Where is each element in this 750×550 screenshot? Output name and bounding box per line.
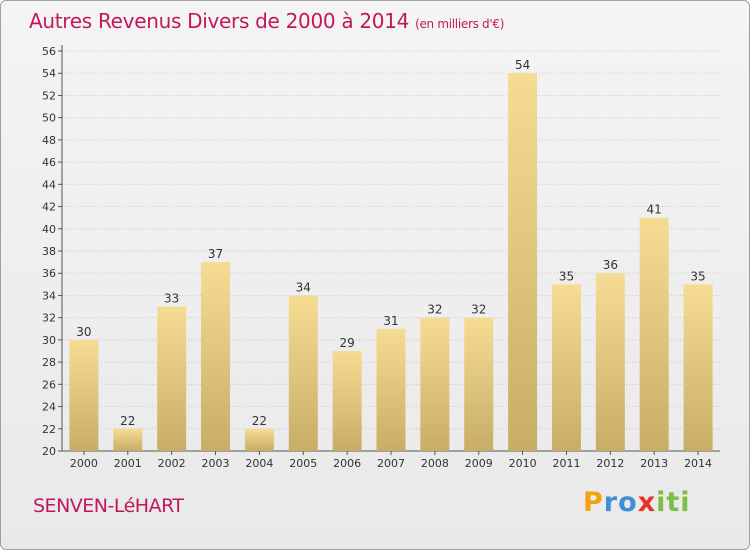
x-tick-label: 2007 xyxy=(377,457,405,470)
data-label: 33 xyxy=(164,292,179,306)
y-tick-label: 20 xyxy=(42,445,56,458)
x-tick-label: 2012 xyxy=(596,457,624,470)
label-layer: 30 22 33 37 22 34 29 31 32 32 54 35 36 41 35 xyxy=(76,58,705,428)
chart-subtitle: (en milliers d'€) xyxy=(415,17,505,31)
data-label: 36 xyxy=(603,258,618,272)
bar-2012 xyxy=(595,273,625,451)
x-tick-label: 2011 xyxy=(552,457,580,470)
y-tick-label: 32 xyxy=(42,312,56,325)
y-tick-label: 30 xyxy=(42,334,56,347)
data-label: 37 xyxy=(208,247,223,261)
y-tick-label: 42 xyxy=(42,201,56,214)
chart-title-text: Autres Revenus Divers de 2000 à 2014 xyxy=(29,9,410,33)
x-tick-label: 2013 xyxy=(640,457,668,470)
y-tick-label: 52 xyxy=(42,89,56,102)
bar-2013 xyxy=(639,217,669,451)
bar-2008 xyxy=(420,317,450,451)
x-tick-label: 2004 xyxy=(245,457,273,470)
y-tick-label: 36 xyxy=(42,267,56,280)
logo-letter: i xyxy=(656,487,667,518)
data-label: 32 xyxy=(427,303,442,317)
x-tick-label: 2014 xyxy=(684,457,712,470)
y-tick-label: 50 xyxy=(42,112,56,125)
data-label: 54 xyxy=(515,58,530,72)
bar-layer xyxy=(69,73,713,451)
y-tick-label: 34 xyxy=(42,289,56,302)
logo-letter: P xyxy=(583,487,604,518)
data-label: 29 xyxy=(339,336,354,350)
data-label: 35 xyxy=(690,269,705,283)
x-tick-label: 2009 xyxy=(465,457,493,470)
data-label: 34 xyxy=(296,280,311,294)
data-label: 30 xyxy=(76,325,91,339)
bar-2004 xyxy=(244,428,274,451)
x-tick-label: 2005 xyxy=(289,457,317,470)
axis-layer: 20 22 24 26 28 30 32 34 36 38 40 42 44 46 48 50 52 54 56 20… xyxy=(42,45,720,470)
y-tick-label: 40 xyxy=(42,223,56,236)
x-tick-label: 2001 xyxy=(114,457,142,470)
y-tick-label: 46 xyxy=(42,156,56,169)
logo-letter: t xyxy=(666,487,681,518)
y-tick-label: 24 xyxy=(42,401,56,414)
bar-2014 xyxy=(683,284,713,451)
data-label: 35 xyxy=(559,269,574,283)
data-label: 31 xyxy=(383,314,398,328)
data-label: 22 xyxy=(252,414,267,428)
x-tick-label: 2010 xyxy=(509,457,537,470)
y-tick-label: 28 xyxy=(42,356,56,369)
y-tick-label: 26 xyxy=(42,378,56,391)
x-tick-label: 2002 xyxy=(158,457,186,470)
bar-2001 xyxy=(113,428,143,451)
y-tick-label: 44 xyxy=(42,178,56,191)
bar-2005 xyxy=(288,295,318,451)
bar-2007 xyxy=(376,328,406,451)
y-tick-label: 56 xyxy=(42,45,56,58)
bar-2000 xyxy=(69,339,99,451)
x-tick-label: 2000 xyxy=(70,457,98,470)
x-tick-label: 2006 xyxy=(333,457,361,470)
logo-letter: r xyxy=(603,487,619,518)
x-tick-label: 2008 xyxy=(421,457,449,470)
data-label: 32 xyxy=(471,303,486,317)
proxiti-logo[interactable]: Proxiti xyxy=(583,487,691,518)
bar-2011 xyxy=(551,284,581,451)
bar-2010 xyxy=(508,73,538,451)
place-name: SENVEN-LéHART xyxy=(33,495,184,517)
y-tick-label: 48 xyxy=(42,134,56,147)
logo-letter: x xyxy=(637,487,657,518)
data-label: 22 xyxy=(120,414,135,428)
bar-2009 xyxy=(464,317,494,451)
bar-2003 xyxy=(201,262,231,451)
y-tick-label: 22 xyxy=(42,423,56,436)
y-tick-label: 54 xyxy=(42,67,56,80)
bar-2002 xyxy=(157,306,187,451)
y-tick-label: 38 xyxy=(42,245,56,258)
logo-letter: o xyxy=(618,487,638,518)
x-tick-label: 2003 xyxy=(202,457,230,470)
bar-2006 xyxy=(332,351,362,451)
logo-letter: i xyxy=(680,487,691,518)
data-label: 41 xyxy=(647,203,662,217)
chart-title: Autres Revenus Divers de 2000 à 2014 (en … xyxy=(29,9,504,33)
